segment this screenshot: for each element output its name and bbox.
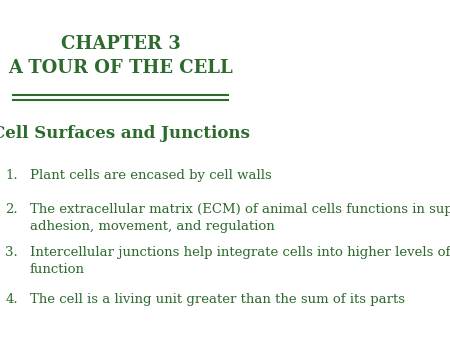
Text: Cell Surfaces and Junctions: Cell Surfaces and Junctions: [0, 125, 249, 142]
Text: Intercellular junctions help integrate cells into higher levels of structure and: Intercellular junctions help integrate c…: [30, 246, 450, 276]
Text: 2.: 2.: [5, 202, 18, 216]
Text: 4.: 4.: [5, 293, 18, 306]
Text: Plant cells are encased by cell walls: Plant cells are encased by cell walls: [30, 169, 272, 182]
Text: The extracellular matrix (ECM) of animal cells functions in support,
adhesion, m: The extracellular matrix (ECM) of animal…: [30, 202, 450, 233]
Text: CHAPTER 3
A TOUR OF THE CELL: CHAPTER 3 A TOUR OF THE CELL: [8, 35, 233, 76]
Text: The cell is a living unit greater than the sum of its parts: The cell is a living unit greater than t…: [30, 293, 405, 306]
Text: 1.: 1.: [5, 169, 18, 182]
Text: 3.: 3.: [5, 246, 18, 259]
